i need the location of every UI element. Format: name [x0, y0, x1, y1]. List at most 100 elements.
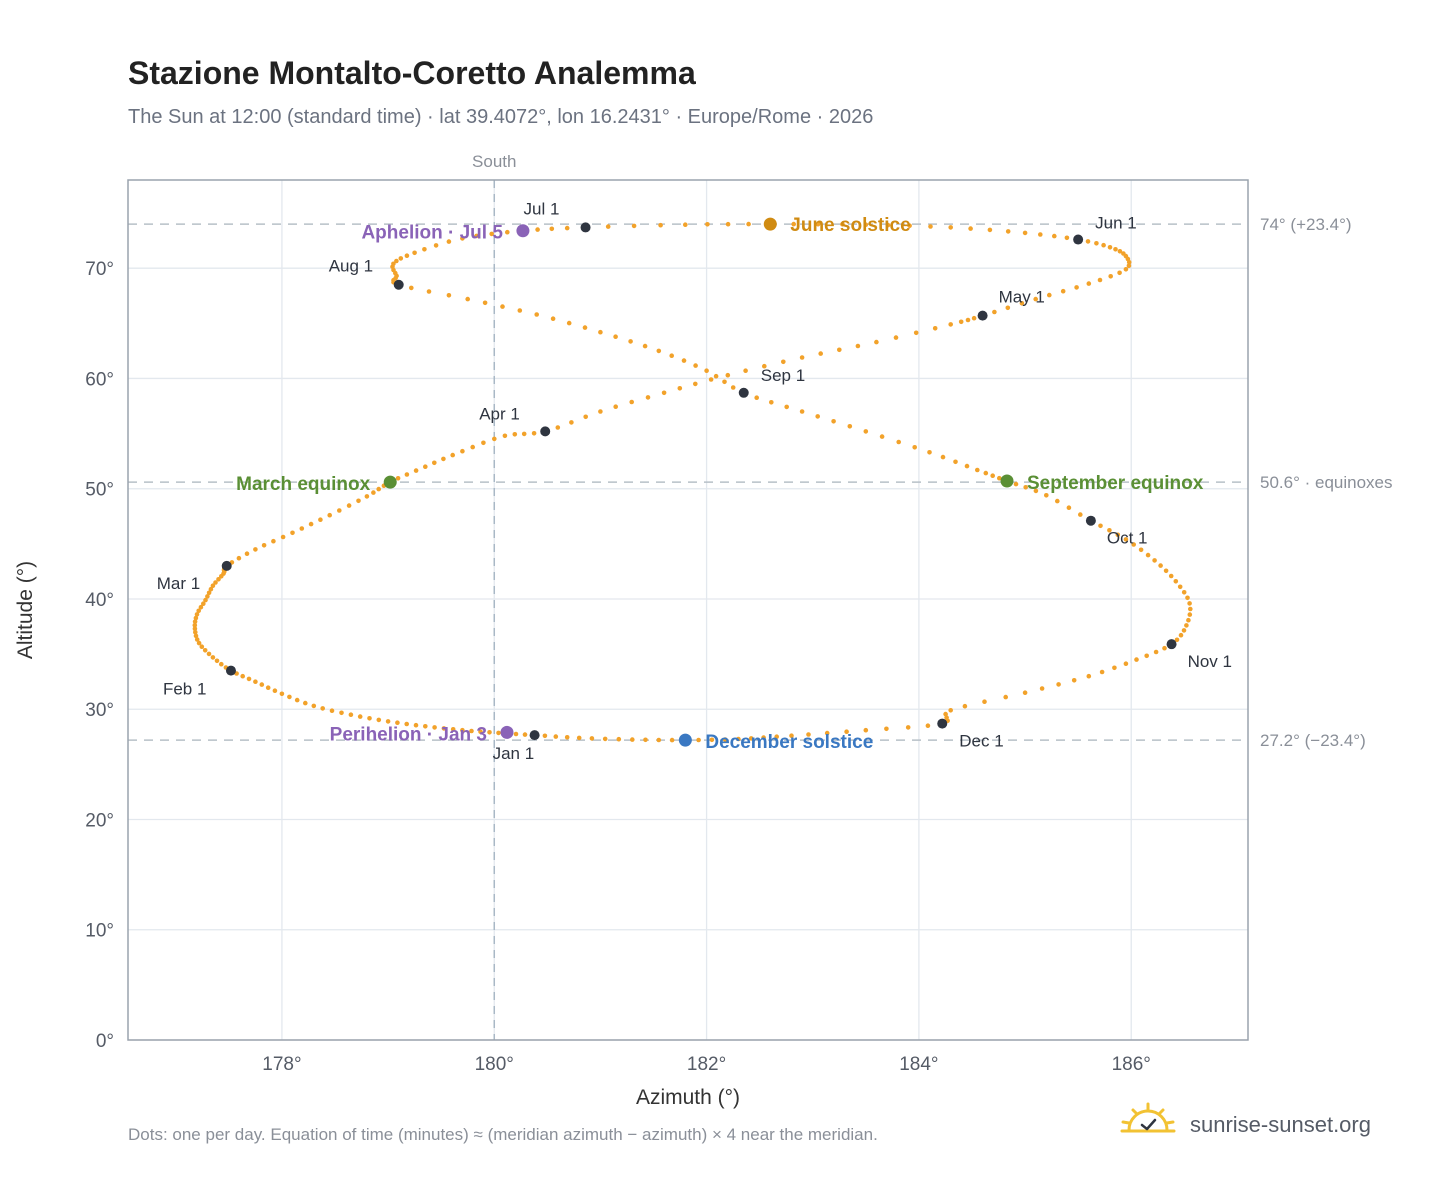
daily-sun-dot	[303, 700, 308, 706]
daily-sun-dot	[201, 601, 206, 606]
daily-sun-dot	[589, 736, 595, 741]
daily-sun-dot	[791, 221, 796, 227]
daily-sun-dot	[1107, 245, 1113, 250]
daily-sun-dot	[847, 424, 853, 429]
daily-sun-dot	[1188, 606, 1193, 612]
daily-sun-dot	[1145, 552, 1151, 558]
month-label: May 1	[999, 288, 1045, 307]
daily-sun-dot	[863, 727, 869, 733]
daily-sun-dot	[582, 325, 588, 330]
daily-sun-dot	[669, 737, 675, 743]
daily-sun-dot	[1123, 537, 1129, 542]
daily-sun-dot	[409, 285, 414, 291]
daily-sun-dot	[1181, 628, 1187, 633]
daily-sun-dot	[885, 222, 891, 228]
daily-sun-dot	[489, 231, 495, 237]
x-tick-label: 182°	[687, 1054, 726, 1075]
daily-sun-dot	[932, 326, 938, 331]
daily-sun-dot	[192, 622, 198, 628]
daily-sun-dot	[534, 312, 539, 317]
daily-sun-dot	[1113, 247, 1118, 252]
daily-sun-dot	[925, 723, 931, 728]
daily-sun-dot	[206, 651, 212, 657]
daily-sun-dot	[1101, 242, 1106, 248]
sun-check-icon	[1120, 1102, 1176, 1133]
daily-sun-dot	[953, 459, 958, 465]
daily-sun-dot	[987, 227, 993, 233]
daily-sun-dot	[912, 445, 917, 450]
y-tick-label: 30°	[85, 700, 114, 721]
daily-sun-dot	[1086, 673, 1092, 679]
daily-sun-dot	[968, 226, 973, 231]
daily-sun-dot	[199, 644, 205, 649]
daily-sun-dot	[1112, 665, 1117, 671]
daily-sun-dot	[645, 395, 651, 400]
daily-sun-dot	[940, 454, 946, 460]
daily-sun-dot	[696, 737, 701, 743]
daily-sun-dot	[423, 724, 428, 729]
daily-sun-dot	[815, 221, 821, 227]
meridian-label: South	[472, 152, 516, 171]
daily-sun-dot	[542, 733, 548, 739]
daily-sun-dot	[598, 409, 603, 414]
daily-sun-dot	[818, 351, 823, 356]
event-marker	[500, 725, 514, 739]
daily-sun-dot	[1019, 301, 1025, 306]
daily-sun-dot	[754, 395, 759, 401]
daily-sun-dot	[395, 476, 401, 481]
month-marker	[580, 222, 591, 233]
daily-sun-dot	[774, 734, 779, 739]
brand-logo[interactable]: sunrise-sunset.org	[1120, 1102, 1371, 1137]
daily-sun-dot	[413, 722, 419, 728]
daily-sun-dot	[975, 467, 980, 473]
daily-sun-dot	[236, 555, 242, 561]
daily-sun-dot	[1099, 669, 1105, 675]
daily-sun-dot	[240, 673, 245, 679]
daily-sun-dot	[450, 452, 456, 458]
daily-sun-dot	[1078, 512, 1083, 517]
daily-sun-dot	[722, 379, 727, 385]
daily-sun-dot	[1097, 277, 1103, 283]
daily-sun-dot	[583, 414, 588, 420]
daily-sun-dot	[642, 343, 648, 349]
month-marker	[1073, 234, 1084, 245]
brand-name: sunrise-sunset.org	[1190, 1112, 1371, 1137]
daily-sun-dot	[412, 250, 417, 256]
daily-sun-dot	[1187, 612, 1193, 617]
y-tick-label: 0°	[96, 1031, 114, 1052]
daily-sun-dot	[192, 619, 198, 624]
daily-sun-dot	[1033, 296, 1038, 302]
daily-sun-dot	[1117, 249, 1123, 254]
daily-sun-dot	[210, 655, 216, 660]
daily-sun-dot	[656, 737, 662, 743]
daily-sun-dot	[311, 703, 317, 709]
daily-sun-dot	[1023, 485, 1028, 490]
daily-sun-dot	[460, 727, 465, 733]
month-label: Jan 1	[493, 744, 535, 763]
month-marker	[1166, 639, 1177, 650]
daily-sun-dot	[681, 358, 687, 363]
daily-sun-dot	[709, 737, 715, 743]
daily-sun-dot	[216, 577, 221, 582]
daily-sun-dot	[982, 699, 987, 704]
daily-sun-dot	[677, 386, 683, 391]
daily-sun-dot	[913, 330, 919, 336]
daily-sun-dot	[844, 729, 849, 734]
daily-sun-dot	[958, 319, 964, 325]
daily-sun-dot	[290, 530, 295, 536]
reference-line-label: 50.6° · equinoxes	[1260, 473, 1393, 492]
daily-sun-dot	[1022, 690, 1028, 695]
daily-sun-dot	[1173, 579, 1179, 584]
daily-sun-dot	[395, 720, 400, 725]
daily-sun-dot	[948, 225, 953, 230]
daily-sun-dot	[1158, 563, 1163, 568]
x-tick-label: 178°	[262, 1054, 301, 1075]
daily-sun-dot	[962, 703, 968, 709]
month-marker	[540, 426, 551, 437]
daily-sun-dot	[1121, 251, 1126, 256]
daily-sun-dot	[193, 633, 199, 639]
daily-sun-dot	[722, 737, 728, 742]
daily-sun-dot	[1005, 229, 1011, 234]
daily-sun-dot	[629, 399, 634, 405]
